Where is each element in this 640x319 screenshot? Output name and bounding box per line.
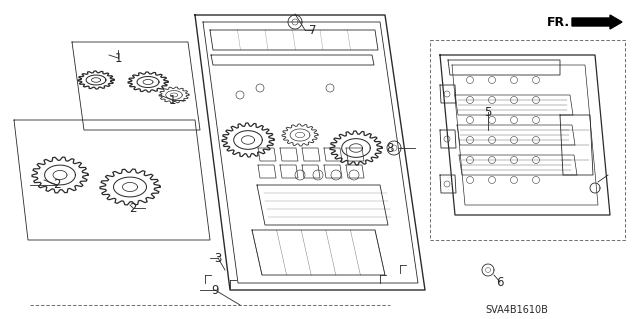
Text: 8: 8 (387, 142, 394, 154)
Text: 7: 7 (309, 24, 317, 36)
Polygon shape (572, 15, 622, 29)
Text: SVA4B1610B: SVA4B1610B (486, 305, 548, 315)
Text: 3: 3 (214, 251, 221, 264)
Text: 2: 2 (53, 179, 61, 191)
Text: 1: 1 (168, 93, 176, 107)
Text: 1: 1 (115, 51, 122, 64)
Text: 5: 5 (484, 106, 492, 118)
Text: 9: 9 (211, 284, 219, 296)
Text: 2: 2 (129, 202, 137, 214)
Text: FR.: FR. (547, 16, 570, 28)
Text: 6: 6 (496, 276, 504, 288)
